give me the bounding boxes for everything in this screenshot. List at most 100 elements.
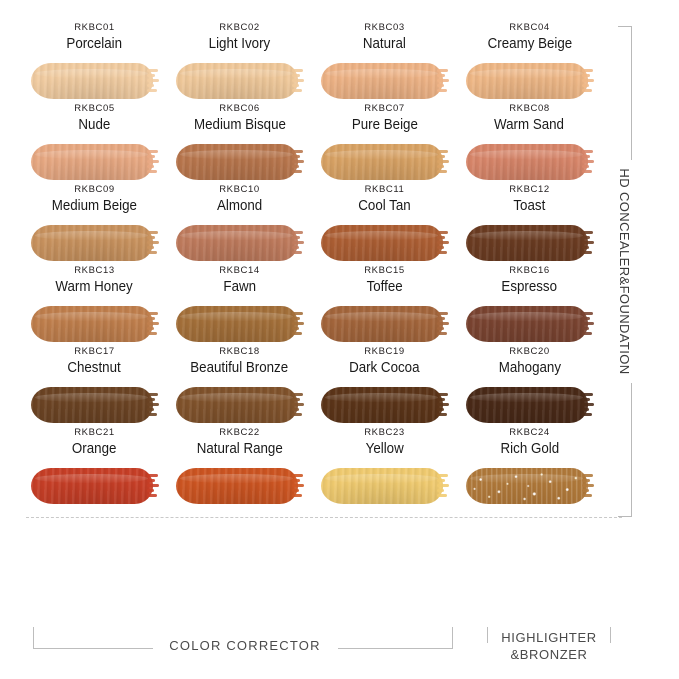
shade-swatch-cell[interactable]: RKBC05 Nude bbox=[22, 103, 167, 184]
shade-name: Porcelain bbox=[66, 36, 123, 52]
shade-name: Beautiful Bronze bbox=[190, 360, 289, 376]
shade-code: RKBC18 bbox=[219, 346, 260, 357]
shade-row: RKBC01 Porcelain RKBC02 Light Ivory RKBC03 Na… bbox=[22, 22, 602, 103]
shade-code: RKBC16 bbox=[509, 265, 550, 276]
shade-name: Pure Beige bbox=[351, 117, 418, 133]
shade-row: RKBC17 Chestnut RKBC18 Beautiful Bronze RKBC… bbox=[22, 346, 602, 427]
shade-code: RKBC11 bbox=[364, 184, 405, 195]
shade-swatch-cell[interactable]: RKBC16 Espresso bbox=[457, 265, 602, 346]
color-corrector-label: COLOR CORRECTOR bbox=[169, 638, 321, 653]
shade-name: Natural Range bbox=[196, 441, 283, 457]
shade-swatch-cell[interactable]: RKBC10 Almond bbox=[167, 184, 312, 265]
shade-name: Cool Tan bbox=[358, 198, 411, 214]
shade-row: RKBC09 Medium Beige RKBC10 Almond RKBC11 Cool… bbox=[22, 184, 602, 265]
highlighter-bronzer-label: HIGHLIGHTER &BRONZER bbox=[477, 629, 621, 663]
shade-swatch[interactable] bbox=[465, 302, 594, 346]
shade-swatch[interactable] bbox=[320, 59, 449, 103]
shade-swatch-cell[interactable]: RKBC08 Warm Sand bbox=[457, 103, 602, 184]
shade-swatch[interactable] bbox=[320, 221, 449, 265]
shade-swatch-color bbox=[30, 225, 153, 261]
shade-swatch-color bbox=[465, 225, 588, 261]
shade-swatch-cell[interactable]: RKBC01 Porcelain bbox=[22, 22, 167, 103]
shade-name: Toffee bbox=[366, 279, 403, 295]
shade-swatch[interactable] bbox=[175, 464, 304, 508]
shade-swatch[interactable] bbox=[320, 140, 449, 184]
shade-swatch-cell[interactable]: RKBC09 Medium Beige bbox=[22, 184, 167, 265]
shade-swatch[interactable] bbox=[30, 464, 159, 508]
shade-swatch[interactable] bbox=[465, 140, 594, 184]
shade-code: RKBC06 bbox=[219, 103, 260, 114]
shade-swatch-cell[interactable]: RKBC14 Fawn bbox=[167, 265, 312, 346]
shade-name: Fawn bbox=[223, 279, 256, 295]
shade-swatch[interactable] bbox=[320, 464, 449, 508]
shade-name: Warm Sand bbox=[494, 117, 565, 133]
shade-name: Toast bbox=[513, 198, 546, 214]
shade-code: RKBC10 bbox=[219, 184, 260, 195]
shade-swatch-cell[interactable]: RKBC21 Orange bbox=[22, 427, 167, 508]
shade-swatch-color bbox=[320, 468, 443, 504]
shade-row: RKBC13 Warm Honey RKBC14 Fawn RKBC15 Toffee RK… bbox=[22, 265, 602, 346]
shade-swatch-cell[interactable]: RKBC06 Medium Bisque bbox=[167, 103, 312, 184]
shade-swatch[interactable] bbox=[30, 302, 159, 346]
shade-swatch-cell[interactable]: RKBC23 Yellow bbox=[312, 427, 457, 508]
shade-code: RKBC03 bbox=[364, 22, 405, 33]
section-divider bbox=[26, 517, 622, 518]
shade-swatch[interactable] bbox=[465, 59, 594, 103]
shade-swatch[interactable] bbox=[30, 221, 159, 265]
shade-code: RKBC15 bbox=[364, 265, 405, 276]
shade-name: Dark Cocoa bbox=[349, 360, 420, 376]
shade-swatch-cell[interactable]: RKBC24 Rich Gold bbox=[457, 427, 602, 508]
shade-code: RKBC20 bbox=[509, 346, 550, 357]
shade-swatch[interactable] bbox=[465, 383, 594, 427]
shade-swatch-cell[interactable]: RKBC17 Chestnut bbox=[22, 346, 167, 427]
shade-swatch[interactable] bbox=[465, 464, 594, 508]
shade-swatch-cell[interactable]: RKBC20 Mahogany bbox=[457, 346, 602, 427]
shade-swatch-color bbox=[320, 144, 443, 180]
shade-name: Natural bbox=[362, 36, 407, 52]
shade-swatch-cell[interactable]: RKBC02 Light Ivory bbox=[167, 22, 312, 103]
shade-swatch-color bbox=[320, 63, 443, 99]
shade-swatch-cell[interactable]: RKBC22 Natural Range bbox=[167, 427, 312, 508]
shade-swatch[interactable] bbox=[30, 140, 159, 184]
shade-swatch-cell[interactable]: RKBC19 Dark Cocoa bbox=[312, 346, 457, 427]
shade-code: RKBC19 bbox=[364, 346, 405, 357]
shade-swatch[interactable] bbox=[465, 221, 594, 265]
shade-swatch-color bbox=[320, 306, 443, 342]
shade-swatch[interactable] bbox=[30, 383, 159, 427]
shade-swatch-color bbox=[465, 144, 588, 180]
shade-swatch-color bbox=[175, 468, 298, 504]
shade-row: RKBC21 Orange RKBC22 Natural Range RKBC23 Yel… bbox=[22, 427, 602, 508]
shade-swatch[interactable] bbox=[175, 383, 304, 427]
shade-swatch-cell[interactable]: RKBC11 Cool Tan bbox=[312, 184, 457, 265]
color-corrector-bracket bbox=[33, 627, 453, 649]
shade-swatch[interactable] bbox=[320, 302, 449, 346]
color-corrector-rule-left bbox=[33, 648, 153, 649]
shade-swatch-cell[interactable]: RKBC03 Natural bbox=[312, 22, 457, 103]
shade-swatch[interactable] bbox=[175, 302, 304, 346]
shade-swatch-cell[interactable]: RKBC15 Toffee bbox=[312, 265, 457, 346]
shade-code: RKBC17 bbox=[74, 346, 115, 357]
shade-code: RKBC24 bbox=[509, 427, 550, 438]
shade-swatch[interactable] bbox=[30, 59, 159, 103]
shade-swatch-color bbox=[30, 387, 153, 423]
shade-swatch-cell[interactable]: RKBC04 Creamy Beige bbox=[457, 22, 602, 103]
shade-name: Mahogany bbox=[498, 360, 561, 376]
hd-category-label: HD CONCEALER&FOUNDATION bbox=[617, 160, 633, 383]
shade-swatch[interactable] bbox=[175, 140, 304, 184]
shade-swatch[interactable] bbox=[320, 383, 449, 427]
swatch-grid: RKBC01 Porcelain RKBC02 Light Ivory RKBC03 Na… bbox=[22, 22, 602, 508]
shade-swatch-cell[interactable]: RKBC13 Warm Honey bbox=[22, 265, 167, 346]
shade-swatch[interactable] bbox=[175, 221, 304, 265]
shade-name: Espresso bbox=[501, 279, 558, 295]
shade-row: RKBC05 Nude RKBC06 Medium Bisque RKBC07 Pure … bbox=[22, 103, 602, 184]
shade-name: Medium Beige bbox=[51, 198, 138, 214]
shade-swatch-color bbox=[30, 144, 153, 180]
shade-swatch-color bbox=[30, 468, 153, 504]
shade-swatch-cell[interactable]: RKBC07 Pure Beige bbox=[312, 103, 457, 184]
shade-swatch-cell[interactable]: RKBC12 Toast bbox=[457, 184, 602, 265]
shade-swatch[interactable] bbox=[175, 59, 304, 103]
shade-swatch-cell[interactable]: RKBC18 Beautiful Bronze bbox=[167, 346, 312, 427]
shade-swatch-color bbox=[175, 144, 298, 180]
shade-name: Orange bbox=[72, 441, 117, 457]
